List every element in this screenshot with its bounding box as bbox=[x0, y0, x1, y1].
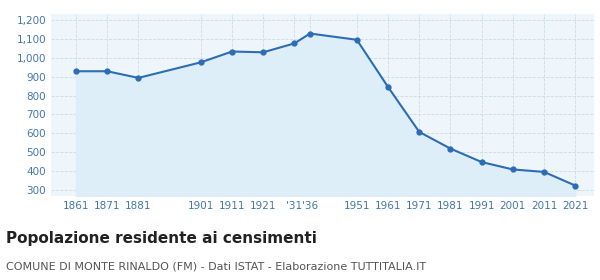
Text: Popolazione residente ai censimenti: Popolazione residente ai censimenti bbox=[6, 231, 317, 246]
Text: COMUNE DI MONTE RINALDO (FM) - Dati ISTAT - Elaborazione TUTTITALIA.IT: COMUNE DI MONTE RINALDO (FM) - Dati ISTA… bbox=[6, 262, 426, 272]
